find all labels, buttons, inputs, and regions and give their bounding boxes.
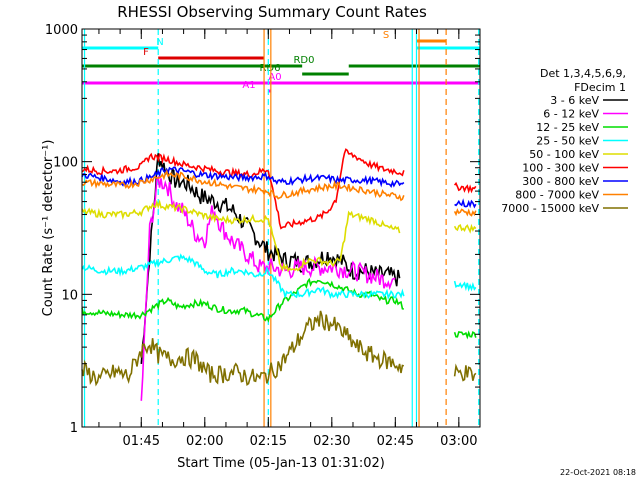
flag-label-a0: A0: [268, 72, 281, 83]
legend-header-decim: FDecim 1: [574, 81, 626, 94]
legend-header-detectors: Det 1,3,4,5,6,9,: [540, 67, 626, 80]
y-tick-label: 1: [70, 421, 78, 436]
flag-label-s: S: [383, 30, 389, 41]
chart-title: RHESSI Observing Summary Count Rates: [117, 3, 427, 21]
legend-entry-label: 50 - 100 keV: [529, 148, 599, 161]
y-tick-label: 100: [53, 156, 78, 171]
x-tick-label: 02:00: [186, 434, 223, 449]
series-line-8: [81, 310, 405, 387]
series-line-2: [453, 330, 477, 340]
x-tick-label: 02:15: [250, 434, 287, 449]
flag-label-n: N: [156, 37, 163, 48]
series-line-4: [453, 223, 477, 234]
x-tick-label: 02:45: [377, 434, 414, 449]
series-line-7: [453, 208, 477, 217]
series-line-1: [140, 175, 396, 401]
y-axis: 1 10 100 1000: [45, 23, 480, 436]
series-lines: [81, 148, 477, 401]
series-line-3: [453, 280, 477, 292]
y-tick-label: 1000: [45, 23, 78, 38]
footer-timestamp: 22-Oct-2021 08:18: [560, 468, 636, 477]
series-line-8: [453, 363, 477, 382]
legend-entry-label: 100 - 300 keV: [522, 162, 599, 175]
flag-label-a1: A1: [242, 80, 255, 91]
series-line-3: [81, 253, 405, 300]
series-line-4: [81, 199, 401, 273]
plot-frame: [81, 28, 481, 428]
legend-entry-label: 12 - 25 keV: [536, 121, 599, 134]
legend-entry-label: 6 - 12 keV: [543, 108, 599, 121]
series-line-6: [454, 198, 477, 209]
y-axis-label: Count Rate (s⁻¹ detector⁻¹): [41, 140, 56, 317]
legend-entry-label: 3 - 6 keV: [550, 94, 599, 107]
series-line-0: [140, 153, 401, 364]
x-tick-label: 03:00: [440, 434, 477, 449]
legend-entry-label: 300 - 800 keV: [522, 175, 599, 188]
x-tick-label: 02:30: [313, 434, 350, 449]
y-tick-label: 10: [61, 288, 78, 303]
legend-entry-label: 25 - 50 keV: [536, 135, 599, 148]
x-tick-label: 01:45: [123, 434, 160, 449]
flag-label-rd6: RD6: [259, 63, 280, 74]
flag-label-f: F: [143, 47, 149, 58]
legend-entry-label: 800 - 7000 keV: [515, 189, 599, 202]
flag-label-rd0: RD0: [293, 55, 314, 66]
series-line-5: [453, 181, 477, 194]
series-line-5: [81, 148, 405, 230]
series-line-7: [81, 169, 405, 202]
x-axis-label: Start Time (05-Jan-13 01:31:02): [177, 456, 385, 471]
x-axis: 01:45 02:00 02:15 02:30 02:45 03:00: [98, 29, 481, 449]
legend-entry-label: 7000 - 15000 keV: [501, 202, 599, 215]
